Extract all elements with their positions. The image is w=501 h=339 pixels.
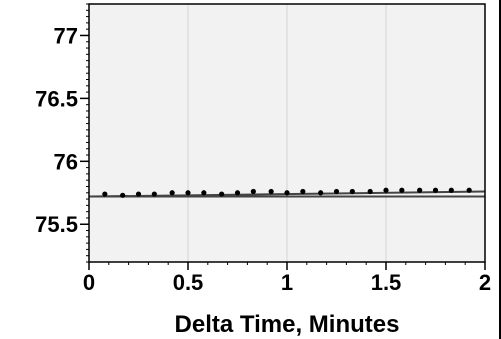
data-point-21 [448, 187, 454, 193]
data-point-8 [234, 190, 241, 196]
x-tick-label-3: 1.5 [371, 270, 402, 295]
data-point-11 [284, 190, 290, 196]
data-point-16 [367, 188, 373, 195]
x-tick-label-4: 2 [479, 270, 491, 295]
data-point-10 [268, 188, 274, 195]
data-point-15 [349, 188, 355, 195]
data-point-6 [201, 190, 207, 196]
y-tick-label-0: 75.5 [35, 212, 78, 237]
y-tick-label-2: 76.5 [35, 86, 78, 111]
grid-lines [187, 4, 387, 262]
data-point-19 [417, 187, 423, 193]
data-point-0 [102, 191, 108, 197]
data-point-9 [250, 188, 256, 195]
x-tick-label-2: 1 [281, 270, 293, 295]
x-axis-title: Delta Time, Minutes [175, 311, 400, 338]
y-tick-label-1: 76 [54, 149, 78, 174]
x-tick-label-0: 0 [83, 270, 95, 295]
data-point-17 [383, 187, 389, 193]
data-point-4 [169, 190, 175, 196]
x-axis: 0 0.5 1 1.5 2 [83, 262, 491, 295]
data-point-20 [432, 187, 439, 193]
x-tick-label-1: 0.5 [173, 270, 204, 295]
y-tick-label-3: 77 [54, 23, 78, 48]
panel-right-border [499, 0, 501, 339]
data-point-13 [318, 190, 324, 196]
data-point-22 [466, 187, 472, 193]
data-point-7 [219, 191, 225, 197]
y-axis: 75.5 76 76.5 77 [35, 3, 89, 263]
data-point-12 [300, 188, 306, 195]
data-point-2 [135, 191, 142, 197]
data-point-18 [399, 187, 405, 193]
data-point-3 [151, 191, 157, 197]
data-point-1 [120, 192, 126, 198]
data-point-14 [333, 188, 340, 195]
data-point-5 [185, 190, 191, 196]
series-group [89, 187, 485, 198]
